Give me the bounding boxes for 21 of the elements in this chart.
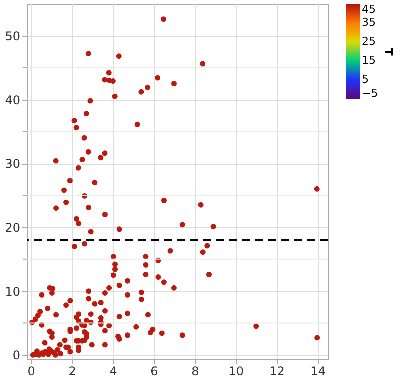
x-tick-label: 2 [68,364,76,378]
color-bar-label: −5 [362,87,378,100]
x-tick-label: 12 [270,364,285,378]
color-bar-label: 25 [362,35,376,48]
y-tick-label: 30 [5,157,20,172]
x-tick-label: 14 [310,364,326,378]
x-tick-label: 6 [150,364,158,378]
y-tick-label: 10 [5,284,20,299]
x-tick-label: 0 [28,364,36,378]
x-tick-label: 8 [192,364,200,378]
color-bar-label: 5 [362,73,369,86]
color-bar-title: T [382,48,395,56]
x-tick-label: 4 [110,364,118,378]
y-tick-label: 0 [12,348,20,363]
y-tick-label: 50 [5,29,20,44]
y-tick-label: 40 [5,93,20,108]
y-tick-label: 20 [5,220,20,235]
color-bar-label: 35 [362,16,376,29]
x-tick-label: 10 [228,364,244,378]
color-bar-label: 15 [362,54,376,67]
color-bar-label: 45 [362,3,376,16]
